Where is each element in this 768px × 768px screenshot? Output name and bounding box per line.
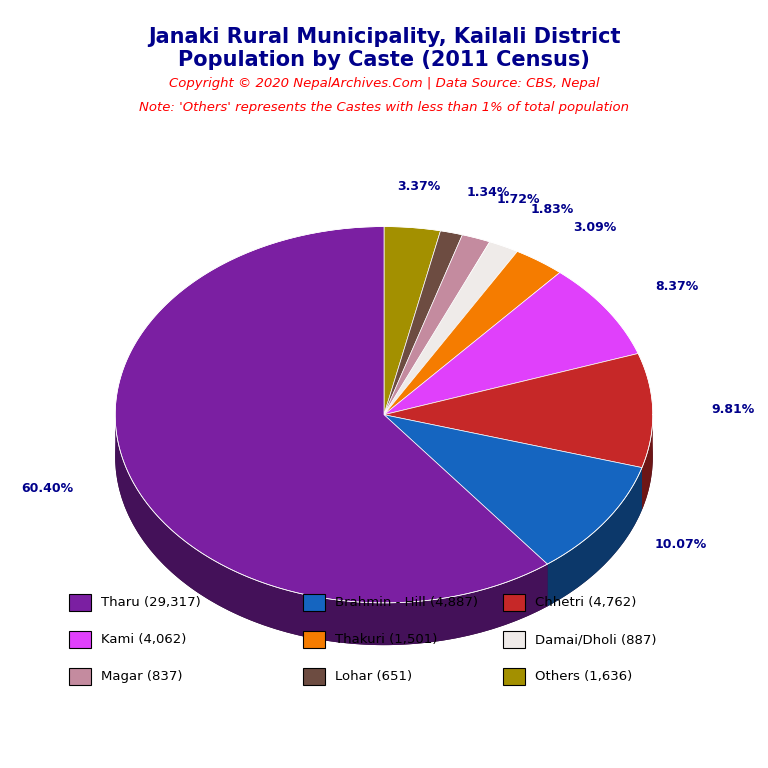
Bar	[303, 668, 325, 685]
Text: Tharu (29,317): Tharu (29,317)	[101, 597, 200, 609]
Polygon shape	[384, 227, 441, 415]
Polygon shape	[384, 415, 642, 510]
Bar	[503, 594, 525, 611]
Text: 10.07%: 10.07%	[654, 538, 707, 551]
Text: Thakuri (1,501): Thakuri (1,501)	[335, 634, 437, 646]
Text: Others (1,636): Others (1,636)	[535, 670, 632, 683]
Bar	[69, 631, 91, 648]
Polygon shape	[384, 415, 548, 607]
Polygon shape	[384, 415, 642, 510]
Text: 1.83%: 1.83%	[530, 203, 574, 216]
Polygon shape	[115, 227, 548, 603]
Polygon shape	[384, 242, 518, 415]
Polygon shape	[115, 416, 548, 645]
Bar	[69, 594, 91, 611]
Text: 1.72%: 1.72%	[497, 193, 540, 206]
Polygon shape	[384, 235, 490, 415]
Text: Magar (837): Magar (837)	[101, 670, 182, 683]
Text: Chhetri (4,762): Chhetri (4,762)	[535, 597, 636, 609]
Polygon shape	[384, 415, 548, 607]
Text: 9.81%: 9.81%	[712, 403, 755, 415]
Text: 60.40%: 60.40%	[22, 482, 74, 495]
Bar	[303, 631, 325, 648]
Text: Note: 'Others' represents the Castes with less than 1% of total population: Note: 'Others' represents the Castes wit…	[139, 101, 629, 114]
Text: Damai/Dholi (887): Damai/Dholi (887)	[535, 634, 656, 646]
Polygon shape	[384, 273, 638, 415]
Bar	[303, 594, 325, 611]
Polygon shape	[384, 251, 560, 415]
Text: 8.37%: 8.37%	[656, 280, 699, 293]
Bar	[503, 631, 525, 648]
Polygon shape	[384, 415, 642, 564]
Bar	[503, 668, 525, 685]
Text: 3.09%: 3.09%	[574, 221, 617, 234]
Text: Kami (4,062): Kami (4,062)	[101, 634, 186, 646]
Polygon shape	[384, 230, 462, 415]
Text: Copyright © 2020 NepalArchives.Com | Data Source: CBS, Nepal: Copyright © 2020 NepalArchives.Com | Dat…	[169, 77, 599, 90]
Ellipse shape	[115, 269, 653, 645]
Polygon shape	[384, 353, 653, 468]
Polygon shape	[548, 468, 642, 607]
Text: Brahmin - Hill (4,887): Brahmin - Hill (4,887)	[335, 597, 478, 609]
Polygon shape	[642, 415, 653, 510]
Text: Janaki Rural Municipality, Kailali District: Janaki Rural Municipality, Kailali Distr…	[147, 27, 621, 47]
Text: Population by Caste (2011 Census): Population by Caste (2011 Census)	[178, 50, 590, 70]
Bar	[69, 668, 91, 685]
Text: 3.37%: 3.37%	[397, 180, 440, 193]
Text: 1.34%: 1.34%	[466, 186, 510, 199]
Text: Lohar (651): Lohar (651)	[335, 670, 412, 683]
